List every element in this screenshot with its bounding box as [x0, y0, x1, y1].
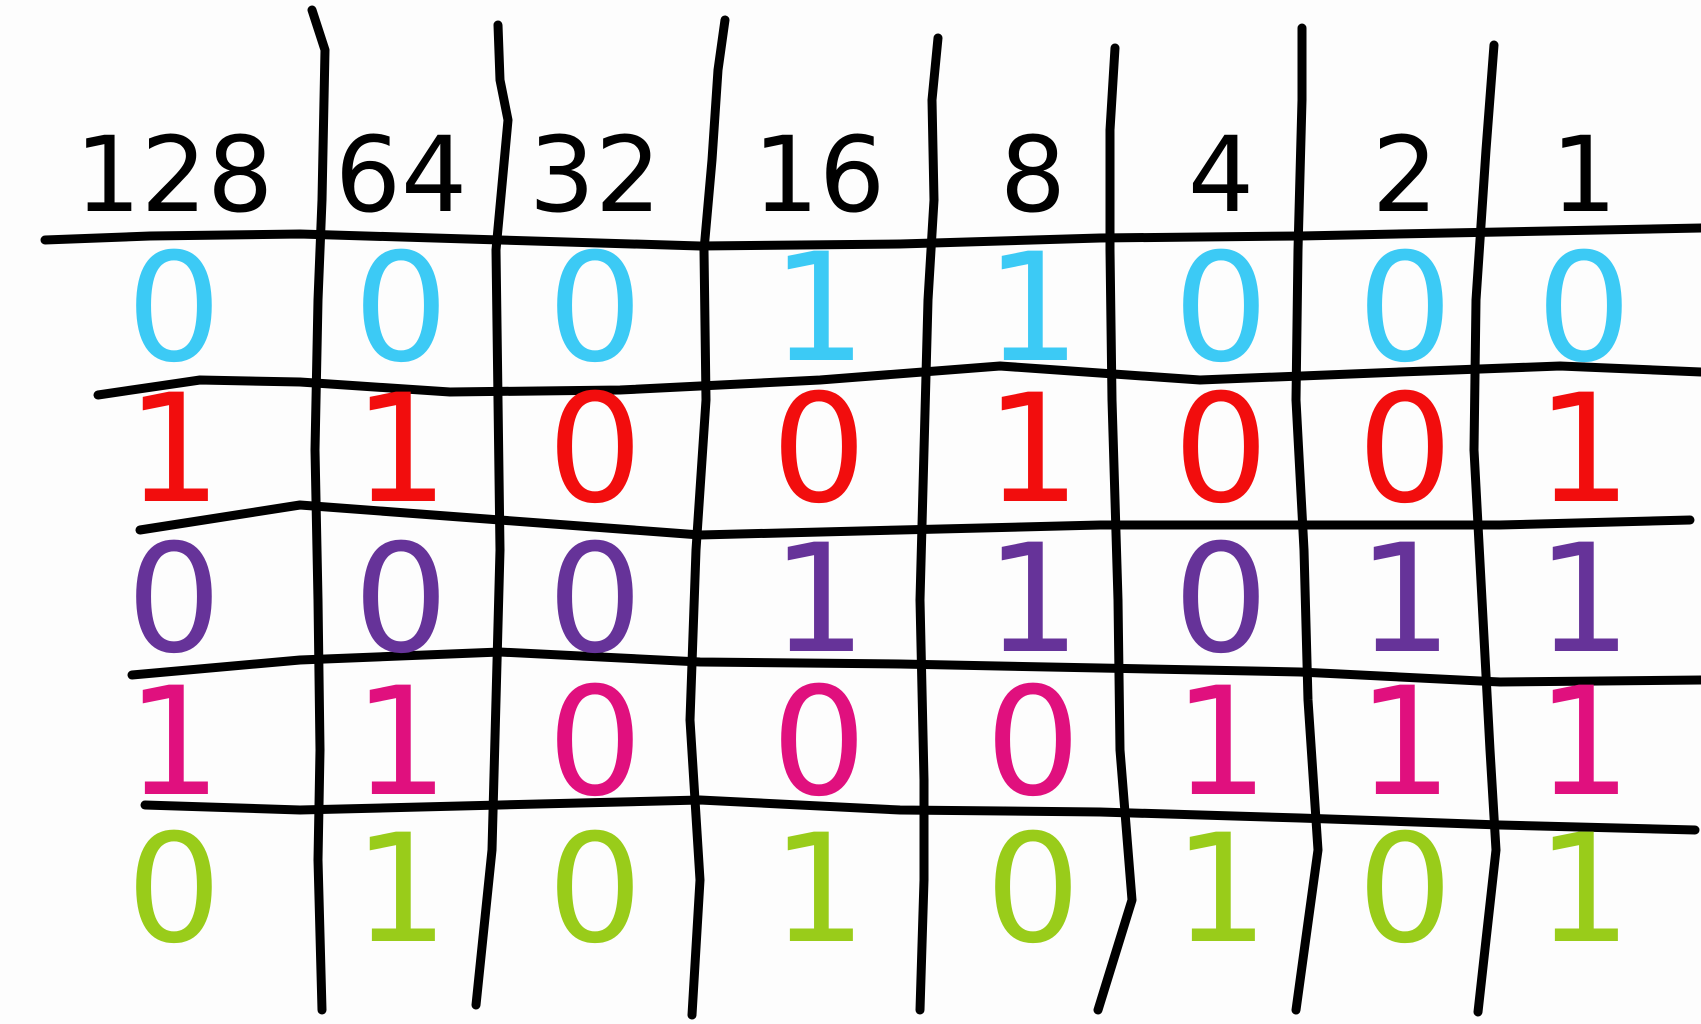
bit-digit: 1	[1536, 656, 1632, 830]
vertical-line	[471, 20, 513, 1010]
bit-digit: 0	[547, 363, 643, 537]
bit-digit: 0	[985, 656, 1081, 830]
bit-digit: 0	[771, 656, 867, 830]
bit-digit: 0	[126, 513, 222, 687]
bit-digit: 1	[126, 363, 222, 537]
bit-digit: 1	[1173, 803, 1269, 977]
bit-digit: 0	[1173, 513, 1269, 687]
bit-digit: 1	[1357, 513, 1453, 687]
place-value-header: 32	[528, 114, 662, 236]
bit-digit: 0	[771, 363, 867, 537]
bit-digit: 1	[1173, 656, 1269, 830]
place-value-header: 128	[74, 114, 274, 236]
bit-digit: 0	[547, 513, 643, 687]
bit-digit: 0	[1173, 363, 1269, 537]
bit-digit: 0	[1357, 222, 1453, 396]
vertical-line	[1093, 43, 1137, 1015]
bit-digit: 1	[985, 513, 1081, 687]
bit-digit: 1	[353, 363, 449, 537]
place-value-header: 64	[334, 114, 468, 236]
vertical-line	[685, 15, 730, 1020]
bit-digit: 0	[547, 222, 643, 396]
bit-digit: 1	[1536, 363, 1632, 537]
horizontal-line	[93, 361, 1701, 400]
bit-digit: 0	[353, 222, 449, 396]
bit-digit: 1	[1536, 513, 1632, 687]
bit-digit: 1	[1357, 656, 1453, 830]
bit-digit: 1	[985, 222, 1081, 396]
bit-digit: 1	[985, 363, 1081, 537]
bit-digit: 0	[1173, 222, 1269, 396]
vertical-line	[307, 5, 330, 1015]
bit-digit: 1	[353, 656, 449, 830]
place-value-header: 16	[752, 114, 886, 236]
place-value-header: 4	[1187, 114, 1255, 236]
bit-digit: 1	[126, 656, 222, 830]
bit-digit: 0	[985, 803, 1081, 977]
bit-digit: 0	[353, 513, 449, 687]
bit-digit: 1	[771, 222, 867, 396]
bit-digit: 0	[547, 656, 643, 830]
horizontal-line	[140, 795, 1700, 835]
place-value-header: 2	[1371, 114, 1439, 236]
vertical-line	[1291, 23, 1323, 1015]
horizontal-line	[135, 500, 1695, 540]
place-value-header: 1	[1550, 114, 1618, 236]
place-value-header: 8	[999, 114, 1067, 236]
bit-digit: 0	[547, 803, 643, 977]
vertical-line	[915, 33, 943, 1015]
bit-digit: 1	[353, 803, 449, 977]
bit-digit: 0	[1536, 222, 1632, 396]
bit-digit: 0	[1357, 363, 1453, 537]
bit-digit: 0	[126, 222, 222, 396]
bit-digit: 1	[771, 513, 867, 687]
bit-digit: 0	[1357, 803, 1453, 977]
horizontal-line	[127, 647, 1701, 687]
bit-digit: 0	[126, 803, 222, 977]
horizontal-line	[40, 223, 1701, 251]
bit-digit: 1	[771, 803, 867, 977]
bit-digit: 1	[1536, 803, 1632, 977]
vertical-line	[1469, 40, 1501, 1017]
